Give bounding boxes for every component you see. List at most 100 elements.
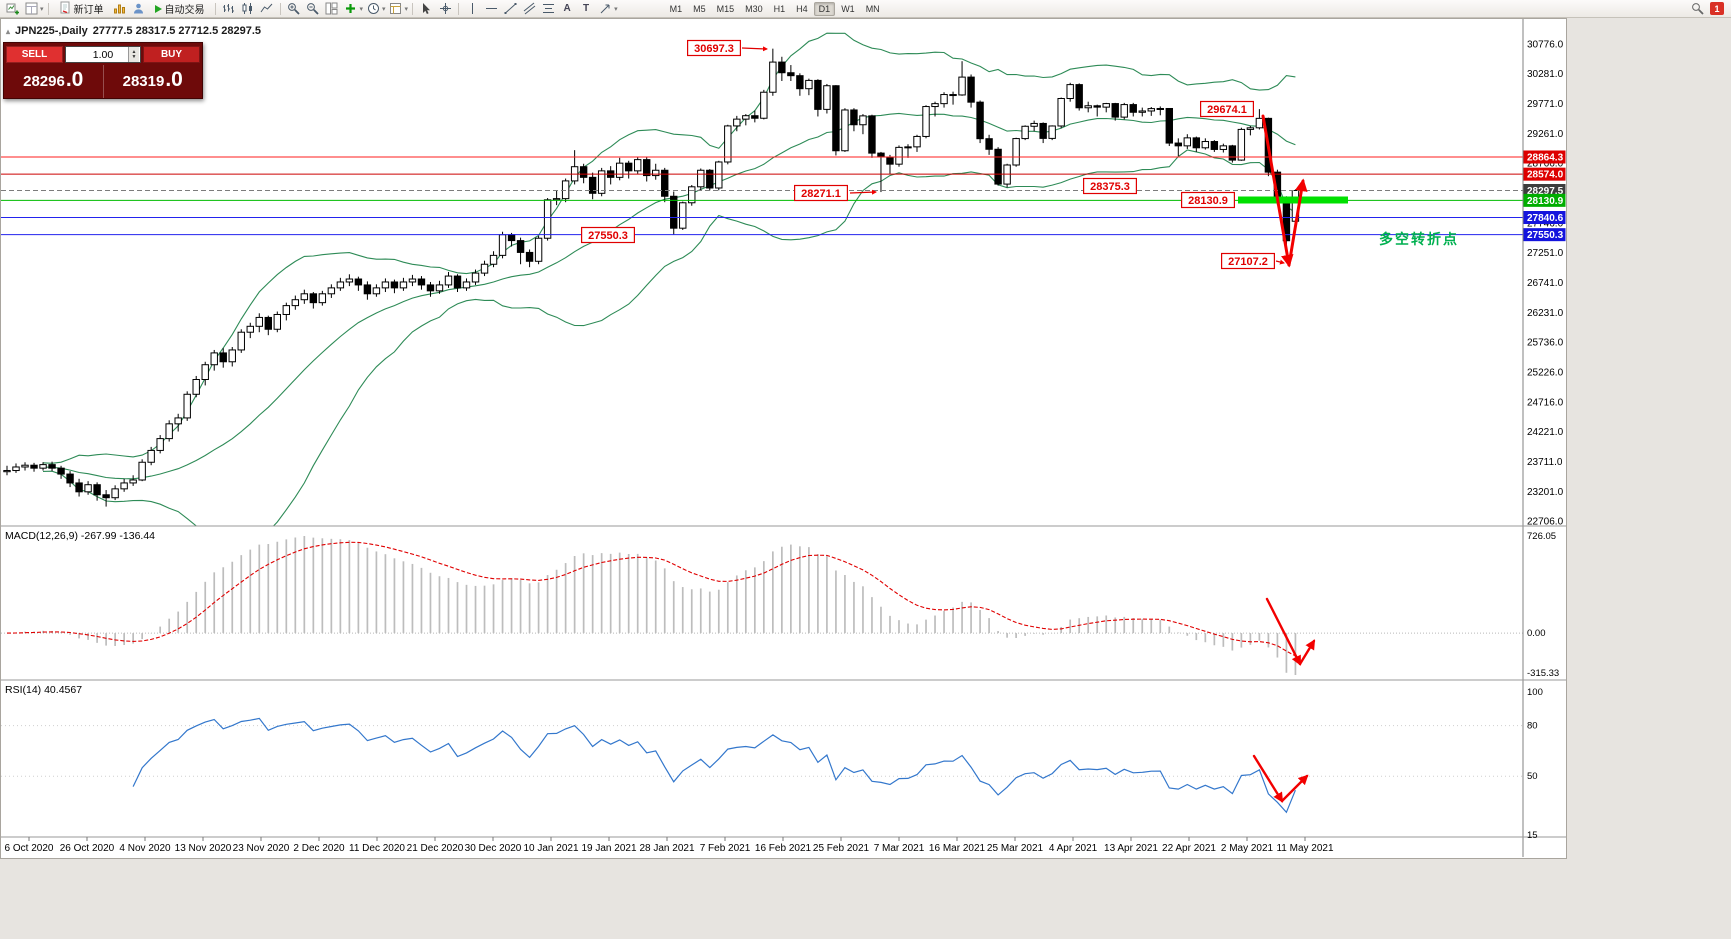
candle [597, 170, 606, 194]
timeframe-M30[interactable]: M30 [740, 2, 768, 16]
price-tag[interactable] [1082, 177, 1137, 195]
candle [931, 103, 939, 108]
volume-spinner[interactable]: ▲ ▼ [128, 47, 139, 62]
notification-badge[interactable]: 1 [1710, 2, 1724, 15]
one-click-toggle-icon[interactable]: ▴ [6, 26, 11, 36]
trendline-tool-icon[interactable] [501, 1, 519, 16]
spinner-down-icon[interactable]: ▼ [131, 53, 137, 60]
timeframe-M1[interactable]: M1 [665, 2, 688, 16]
volume-input[interactable]: 1.00 ▲ ▼ [65, 46, 141, 63]
tile-windows-icon[interactable] [323, 1, 341, 16]
candle [1138, 110, 1146, 113]
rsi-pane[interactable] [1, 717, 1523, 814]
candle [345, 278, 354, 283]
text-tool-icon[interactable]: A [563, 3, 571, 14]
text-label-tool-icon[interactable]: T [583, 3, 590, 14]
horizontal-line-tool-icon[interactable] [482, 1, 500, 16]
line-chart-icon[interactable] [258, 1, 276, 16]
buy-price-button[interactable]: 28319 .0 [102, 65, 203, 98]
fibonacci-tool-icon[interactable] [539, 1, 557, 16]
candle [516, 240, 525, 253]
price-tag[interactable] [1220, 252, 1275, 270]
price-tag[interactable] [793, 184, 848, 202]
candle [552, 198, 561, 201]
timeframe-MN[interactable]: MN [861, 2, 885, 16]
timeframe-M15[interactable]: M15 [712, 2, 740, 16]
chart-profiles-icon[interactable] [22, 1, 40, 16]
candle [336, 281, 345, 289]
auto-trading-label: 自动交易 [164, 5, 205, 16]
price-marker-label: 27550.3 [1527, 230, 1564, 241]
price-tick-label: 22706.0 [1527, 517, 1564, 528]
toolbar-separator [412, 2, 414, 15]
candle [841, 109, 849, 152]
candle [291, 299, 300, 307]
timeframe-W1[interactable]: W1 [836, 2, 860, 16]
annotation-arrow[interactable] [1261, 114, 1294, 268]
cursor-icon[interactable] [417, 1, 435, 16]
annotation-arrow[interactable] [1265, 597, 1302, 666]
price-tag[interactable] [580, 226, 635, 244]
search-icon[interactable] [1688, 1, 1706, 16]
candle [1228, 145, 1237, 161]
timeframe-H4[interactable]: H4 [791, 2, 813, 16]
arrow-tool-icon[interactable] [596, 1, 614, 16]
timeframe-M5[interactable]: M5 [688, 2, 711, 16]
candle [390, 281, 399, 289]
bar-chart-icon[interactable] [220, 1, 238, 16]
candle [1057, 97, 1065, 127]
timeframe-D1[interactable]: D1 [813, 1, 836, 16]
arrows-caret-icon[interactable]: ▾ [614, 5, 618, 13]
chart-canvas[interactable]: 30776.030281.029771.029261.028766.028256… [1, 19, 1566, 858]
annotation-arrow[interactable] [1298, 639, 1316, 666]
candle [327, 287, 336, 295]
rsi-scale-label: 100 [1527, 687, 1543, 698]
chart-window[interactable]: 30776.030281.029771.029261.028766.028256… [0, 18, 1567, 859]
indicators-add-icon[interactable] [342, 1, 360, 16]
candle [543, 199, 552, 239]
timeframe-H1[interactable]: H1 [769, 2, 791, 16]
new-order-label: 新订单 [73, 5, 104, 16]
buy-button[interactable]: BUY [143, 46, 200, 63]
channel-tool-icon[interactable] [520, 1, 538, 16]
candlestick-chart-icon[interactable] [239, 1, 257, 16]
annotation-arrow[interactable] [1287, 178, 1308, 267]
indicators-caret-icon[interactable]: ▾ [359, 5, 364, 13]
candle [760, 91, 768, 119]
periods-icon[interactable] [364, 1, 382, 16]
spinner-up-icon[interactable]: ▲ [131, 48, 137, 55]
periods-caret-icon[interactable]: ▾ [382, 5, 386, 13]
price-tag[interactable] [1199, 100, 1254, 118]
auto-trading-button[interactable]: 自动交易 [149, 1, 211, 16]
sell-button[interactable]: SELL [6, 46, 63, 63]
candle [228, 349, 236, 363]
new-order-button[interactable]: 新订单 [53, 1, 110, 16]
macd-scale-min: -315.33 [1527, 668, 1559, 679]
momentum-bar[interactable] [1238, 196, 1348, 204]
sell-price-button[interactable]: 28296 .0 [4, 65, 103, 98]
templates-caret-icon[interactable]: ▾ [404, 5, 409, 13]
crosshair-icon[interactable] [436, 1, 454, 16]
candle [679, 202, 687, 229]
price-tag[interactable] [686, 39, 741, 57]
navigator-icon[interactable] [130, 1, 148, 16]
zoom-in-icon[interactable] [285, 1, 303, 16]
date-label: 10 Jan 2021 [523, 843, 578, 854]
annotation-arrow[interactable] [1252, 754, 1284, 803]
annotation-arrow[interactable] [1280, 774, 1309, 803]
new-chart-icon[interactable] [3, 1, 21, 16]
macd-indicator-label: MACD(12,26,9) -267.99 -136.44 [5, 530, 155, 542]
templates-icon[interactable] [387, 1, 405, 16]
candle [534, 237, 543, 262]
candle [751, 115, 759, 119]
vertical-line-tool-icon[interactable] [463, 1, 481, 16]
profiles-caret-icon[interactable]: ▾ [40, 5, 44, 13]
market-watch-icon[interactable] [111, 1, 129, 16]
candle [1219, 145, 1228, 150]
annotation-note-text[interactable]: 多空转折点 [1379, 231, 1459, 247]
price-pane[interactable] [1, 32, 1523, 544]
macd-pane[interactable] [1, 536, 1523, 675]
bollinger-middle [42, 112, 1296, 480]
zoom-out-icon[interactable] [304, 1, 322, 16]
price-tag[interactable] [1180, 191, 1235, 209]
